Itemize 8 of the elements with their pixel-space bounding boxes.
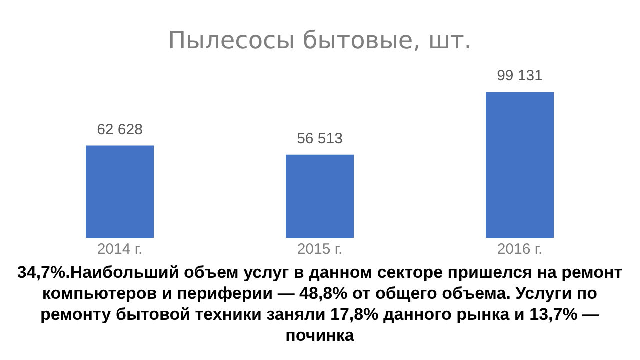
x-tick-label: 2015 г.	[297, 241, 343, 258]
chart-title: Пылесосы бытовые, шт.	[168, 26, 472, 55]
x-tick-label: 2016 г.	[497, 241, 543, 258]
text: 34,7%.Наибольший объем услуг в данном секторе пришелся на ремонт компьютеров и периферии — 48,8% от общего объема. Услуги по ремонту бытовой техники заняли 17,8% данного рынка и 13,7% — починка	[16, 262, 624, 346]
data-label: 62 628	[97, 121, 143, 138]
data-label: 99 131	[497, 68, 543, 85]
x-tick-label: 2014 г.	[97, 241, 143, 258]
data-label: 56 513	[297, 130, 343, 148]
